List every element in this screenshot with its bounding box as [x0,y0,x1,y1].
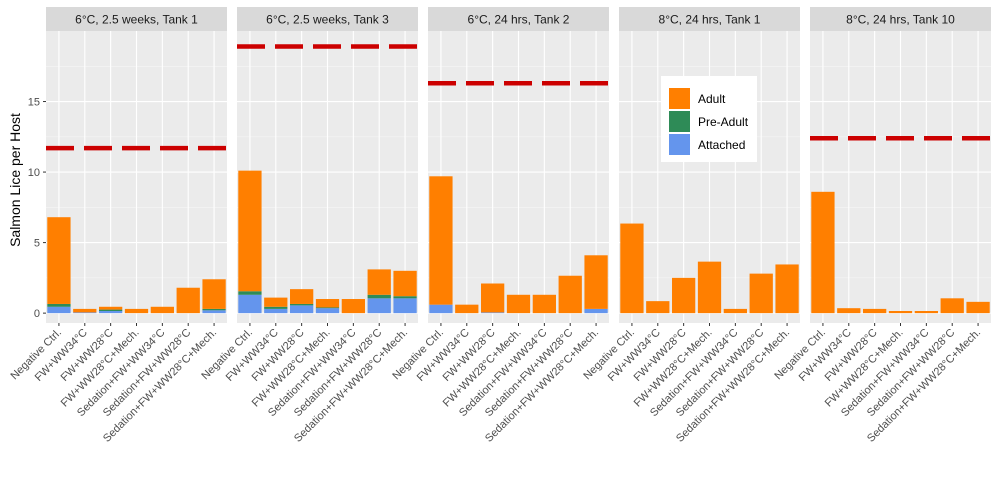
bar-segment-adult [888,311,913,314]
facet-strip [46,7,227,31]
facet-title: 6°C, 2.5 weeks, Tank 3 [266,13,389,27]
bar-segment-adult [455,304,479,314]
bar-segment-adult [811,191,835,314]
bar-segment-adult [672,277,696,314]
bar-segment-pre-adult [202,308,226,311]
bar-segment-attached [429,304,453,314]
y-tick-label: 15 [28,97,40,109]
bar-segment-attached [481,312,505,314]
bar-segment-pre-adult [315,307,340,309]
y-tick-label: 0 [34,308,40,320]
legend-label: Pre-Adult [698,115,749,129]
bar-segment-attached [264,308,288,314]
legend-label: Adult [698,92,726,106]
bar-segment-adult [150,306,174,314]
bar-segment-adult [558,275,582,314]
bar-segment-adult [315,299,340,308]
legend: Adult Pre-Adult Attached [661,76,757,162]
bar-segment-adult [940,298,964,314]
bar-segment-adult [863,308,887,314]
bar-segment-attached [47,306,71,314]
bar-segment-adult [367,269,391,295]
bar-segment-pre-adult [367,294,391,299]
bar-segment-attached [584,308,608,314]
bar-segment-attached [393,298,417,314]
legend-label: Attached [698,138,745,152]
bar-segment-adult [775,264,799,314]
bar-segment-attached [290,305,314,314]
bar-segment-adult [749,273,773,314]
bar-segment-adult [620,223,644,314]
bar-segment-adult [584,255,608,309]
bar-segment-pre-adult [290,303,314,306]
legend-swatch [669,134,690,155]
bar-segment-attached [238,294,262,314]
facet-title: 6°C, 24 hrs, Tank 2 [468,13,570,27]
y-axis-title: Salmon Lice per Host [7,113,23,247]
bar-segment-adult [124,308,149,314]
bar-segment-adult [966,301,990,314]
bar-segment-adult [99,306,123,310]
bar-segment-adult [837,308,861,314]
bar-segment-adult [290,289,314,304]
bar-segment-attached [99,311,123,314]
y-tick-label: 5 [34,238,40,250]
bar-segment-adult [429,176,453,305]
legend-swatch [669,88,690,109]
bar-segment-adult [393,270,417,297]
bar-segment-pre-adult [238,291,262,295]
bar-segment-adult [264,297,288,307]
bar-segment-adult [697,261,722,314]
bar-segment-pre-adult [99,309,123,312]
bar-segment-attached [202,310,226,314]
facet-title: 8°C, 24 hrs, Tank 10 [846,13,955,27]
bar-segment-pre-adult [264,306,288,309]
bar-segment-adult [914,311,938,314]
bar-segment-pre-adult [393,296,417,299]
bar-segment-adult [646,301,670,314]
facet-strip [810,7,991,31]
bar-segment-adult [238,170,262,292]
y-axis: 0 5 10 15 [28,97,46,320]
bar-segment-adult [506,294,531,314]
bar-segment-adult [202,279,226,309]
bar-segment-adult [176,287,200,314]
bar-segment-attached [73,312,97,314]
bar-segment-adult [481,283,505,313]
facet-title: 8°C, 24 hrs, Tank 1 [659,13,761,27]
bar-segment-attached [315,308,340,314]
facet-strip [428,7,609,31]
bar-segment-adult [532,294,556,314]
facet-title: 6°C, 2.5 weeks, Tank 1 [75,13,198,27]
bar-segment-pre-adult [47,303,71,307]
bar-segment-attached [367,298,391,314]
bar-segment-adult [723,308,747,314]
bar-segment-adult [73,308,97,313]
facet-strip [237,7,418,31]
bar-segment-adult [47,217,71,304]
bar-segment-adult [341,299,365,314]
legend-swatch [669,111,690,132]
facet-strip [619,7,800,31]
y-tick-label: 10 [28,167,40,179]
